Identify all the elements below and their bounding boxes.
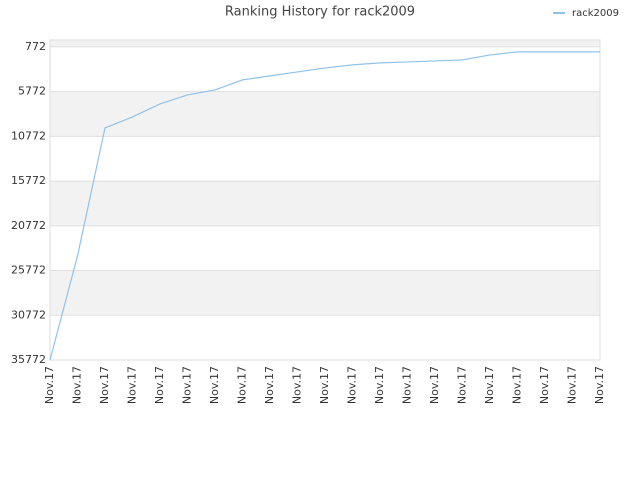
x-tick-label: Nov.17 (483, 366, 496, 404)
y-tick-label: 10772 (11, 129, 46, 142)
chart-title: Ranking History for rack2009 (225, 5, 415, 20)
y-tick-label: 772 (25, 40, 46, 53)
x-tick-label: Nov.17 (511, 366, 524, 404)
x-tick-label: Nov.17 (181, 366, 194, 404)
x-tick-label: Nov.17 (291, 366, 304, 404)
y-tick-label: 15772 (11, 174, 46, 187)
x-tick-label: Nov.17 (456, 366, 469, 404)
plot-background (50, 40, 600, 360)
x-tick-label: Nov.17 (373, 366, 386, 404)
x-tick-label: Nov.17 (318, 366, 331, 404)
x-tick-label: Nov.17 (126, 366, 139, 404)
y-tick-label: 35772 (11, 353, 46, 366)
x-tick-label: Nov.17 (98, 366, 111, 404)
x-tick-label: Nov.17 (71, 366, 84, 404)
y-tick-label: 20772 (11, 219, 46, 232)
band (50, 136, 600, 182)
legend-label: rack2009 (572, 8, 619, 19)
x-tick-label: Nov.17 (346, 366, 359, 404)
x-tick-label: Nov.17 (208, 366, 221, 404)
y-tick-label: 25772 (11, 264, 46, 277)
x-tick-label: Nov.17 (428, 366, 441, 404)
x-tick-label: Nov.17 (153, 366, 166, 404)
x-tick-label: Nov.17 (401, 366, 414, 404)
band (50, 46, 600, 92)
plot-border (49, 39, 601, 361)
line (49, 51, 600, 361)
band (50, 225, 600, 271)
x-tick-label: Nov.17 (566, 366, 579, 404)
x-tick-label: Nov.17 (263, 366, 276, 404)
x-tick-label: Nov.17 (236, 366, 249, 404)
band (50, 315, 600, 360)
x-tick-label: Nov.17 (43, 366, 56, 404)
y-tick-label: 30772 (11, 308, 46, 321)
y-tick-label: 5772 (18, 85, 46, 98)
x-tick-label: Nov.17 (593, 366, 606, 404)
x-tick-label: Nov.17 (538, 366, 551, 404)
